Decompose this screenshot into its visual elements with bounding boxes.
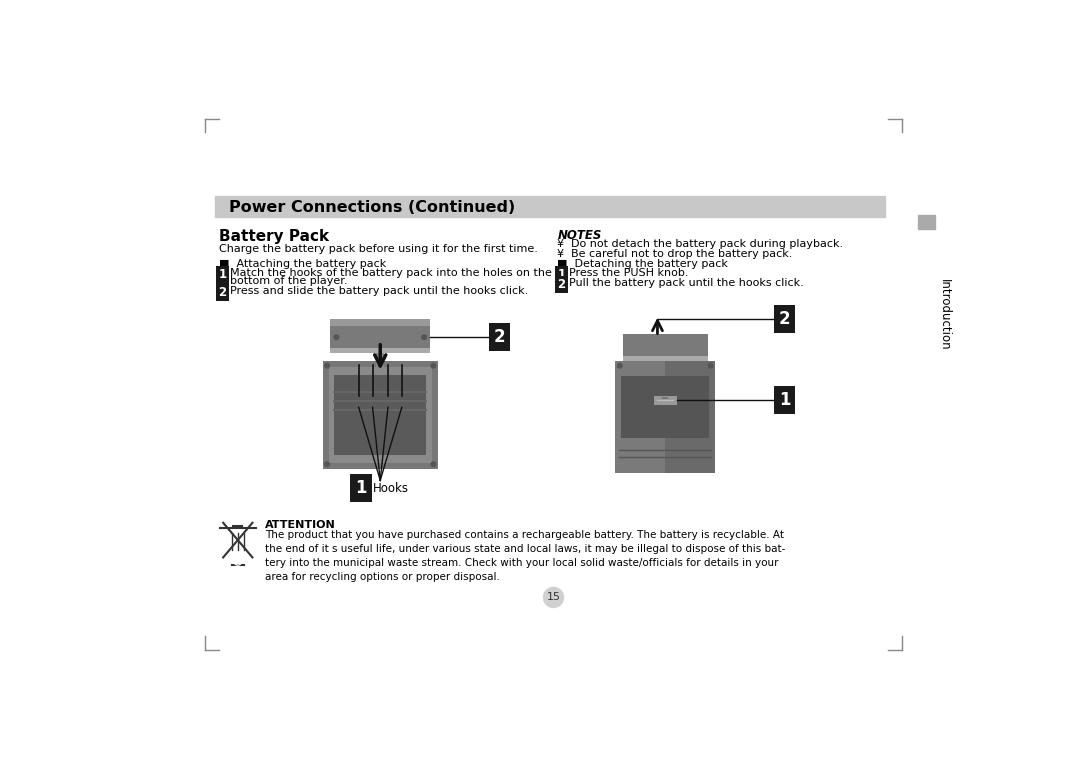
Bar [330, 348, 430, 353]
Text: Introduction: Introduction [939, 279, 951, 351]
Text: NOTES: NOTES [557, 229, 602, 242]
Text: Press the PUSH knob.: Press the PUSH knob. [569, 268, 688, 278]
Bar [377, 353, 384, 370]
Text: ATTENTION: ATTENTION [265, 520, 336, 530]
Bar [623, 356, 707, 361]
Text: Power Connections (Continued): Power Connections (Continued) [229, 200, 515, 214]
Circle shape [543, 588, 564, 607]
Bar [328, 367, 432, 462]
Circle shape [422, 335, 427, 340]
Text: Press and slide the battery pack until the hooks click.: Press and slide the battery pack until t… [230, 285, 528, 295]
Text: The product that you have purchased contains a rechargeable battery. The battery: The product that you have purchased cont… [265, 530, 785, 582]
Bar [653, 396, 677, 405]
Bar [215, 195, 885, 217]
Text: Hooks: Hooks [373, 481, 408, 494]
Circle shape [618, 363, 622, 368]
Text: 2: 2 [494, 328, 505, 346]
Bar [323, 361, 438, 468]
Text: 2: 2 [218, 285, 227, 298]
Text: 15: 15 [546, 592, 561, 603]
Circle shape [334, 335, 339, 340]
Circle shape [325, 462, 329, 466]
Circle shape [431, 363, 435, 368]
Text: bottom of the player.: bottom of the player. [230, 275, 348, 285]
Bar [623, 334, 707, 361]
Text: Match the hooks of the battery pack into the holes on the: Match the hooks of the battery pack into… [230, 268, 552, 278]
Bar [334, 375, 427, 455]
Bar [616, 361, 715, 473]
Bar [616, 361, 665, 473]
Text: Pull the battery pack until the hooks click.: Pull the battery pack until the hooks cl… [569, 278, 804, 288]
Bar [621, 376, 710, 438]
Text: 2: 2 [557, 278, 566, 291]
Text: 1: 1 [557, 268, 566, 281]
Text: ¥  Be careful not to drop the battery pack.: ¥ Be careful not to drop the battery pac… [557, 249, 793, 259]
Text: ■  Attaching the battery pack: ■ Attaching the battery pack [218, 259, 386, 269]
Circle shape [325, 363, 329, 368]
Circle shape [708, 363, 713, 368]
Text: Charge the battery pack before using it for the first time.: Charge the battery pack before using it … [218, 244, 538, 254]
Text: 1: 1 [779, 391, 791, 409]
Text: Battery Pack: Battery Pack [218, 229, 328, 243]
Circle shape [431, 462, 435, 466]
Text: ¥  Do not detach the battery pack during playback.: ¥ Do not detach the battery pack during … [557, 240, 843, 250]
Text: 2: 2 [779, 310, 791, 328]
Bar [215, 507, 885, 588]
Text: 1: 1 [355, 479, 367, 497]
Bar [330, 321, 430, 353]
Bar [918, 214, 934, 229]
Bar [330, 320, 430, 326]
Text: 1: 1 [218, 268, 227, 281]
Text: ■  Detaching the battery pack: ■ Detaching the battery pack [557, 259, 728, 269]
